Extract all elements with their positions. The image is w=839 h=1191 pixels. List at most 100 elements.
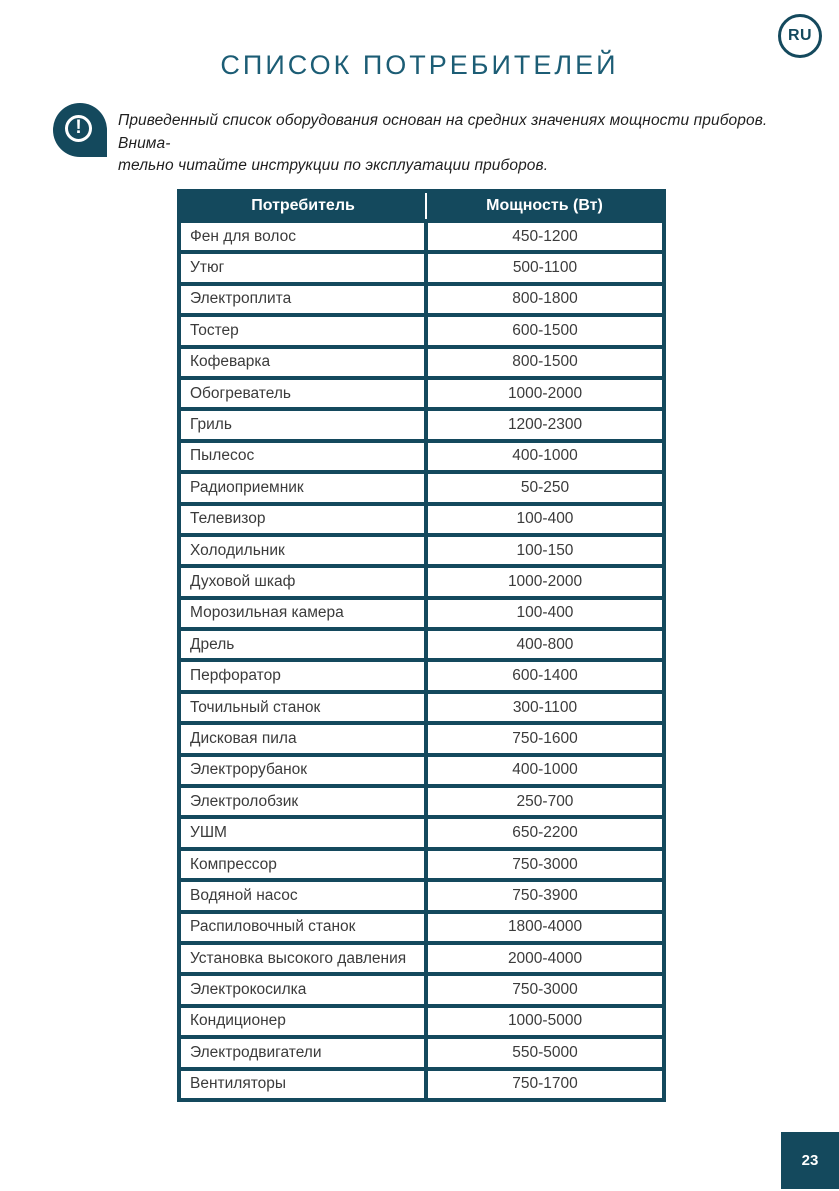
consumer-name: Обогреватель: [177, 375, 428, 412]
table-row: Кондиционер 1000-5000: [177, 1003, 666, 1040]
consumer-name: Дрель: [177, 627, 428, 663]
power-value: 100-400: [424, 501, 666, 537]
power-value: 750-1700: [424, 1066, 666, 1102]
consumer-name: Гриль: [177, 407, 428, 443]
consumer-name: Распиловочный станок: [177, 909, 428, 946]
consumer-name: Электроплита: [177, 281, 428, 318]
page-number: 23: [801, 1152, 819, 1169]
exclamation-balloon-inner: !: [53, 103, 107, 157]
table-row: Холодильник 100-150: [177, 532, 666, 569]
power-value: 400-800: [424, 627, 666, 663]
consumer-name: Дисковая пила: [177, 721, 428, 757]
table-row: Морозильная камера 100-400: [177, 595, 666, 632]
consumer-name: Точильный станок: [177, 689, 428, 726]
table-row: Утюг 500-1100: [177, 250, 666, 286]
power-value: 650-2200: [424, 815, 666, 851]
table-row: Электролобзик 250-700: [177, 784, 666, 820]
power-value: 450-1200: [424, 218, 666, 255]
consumer-name: Водяной насос: [177, 878, 428, 914]
table-row: Дрель 400-800: [177, 627, 666, 663]
consumer-name: Кондиционер: [177, 1003, 428, 1040]
consumer-name: УШМ: [177, 815, 428, 851]
power-value: 600-1400: [424, 658, 666, 694]
power-value: 750-3000: [424, 846, 666, 883]
table-row: Электрокосилка 750-3000: [177, 972, 666, 1008]
table-row: Духовой шкаф 1000-2000: [177, 564, 666, 600]
power-value: 50-250: [424, 470, 666, 506]
note-text: Приведенный список оборудования основан …: [118, 110, 824, 178]
power-value: 1000-2000: [424, 564, 666, 600]
power-value: 100-150: [424, 532, 666, 569]
consumer-name: Перфоратор: [177, 658, 428, 694]
power-value: 750-1600: [424, 721, 666, 757]
power-value: 400-1000: [424, 752, 666, 789]
language-badge-label: RU: [787, 27, 813, 44]
column-header-power: Мощность (Вт): [425, 189, 666, 223]
exclamation-ring-icon: !: [65, 115, 92, 142]
table-row: Вентиляторы 750-1700: [177, 1066, 666, 1102]
page-title: СПИСОК ПОТРЕБИТЕЛЕЙ: [220, 50, 619, 80]
consumer-name: Компрессор: [177, 846, 428, 883]
table-row: Пылесос 400-1000: [177, 438, 666, 475]
consumer-name: Вентиляторы: [177, 1066, 428, 1102]
table-row: Водяной насос 750-3900: [177, 878, 666, 914]
table-row: Обогреватель 1000-2000: [177, 375, 666, 412]
consumer-name: Кофеварка: [177, 344, 428, 380]
power-value: 400-1000: [424, 438, 666, 475]
table-row: Кофеварка 800-1500: [177, 344, 666, 380]
consumer-name: Электролобзик: [177, 784, 428, 820]
consumer-name: Электрокосилка: [177, 972, 428, 1008]
table-row: Распиловочный станок 1800-4000: [177, 909, 666, 946]
power-value: 1000-5000: [424, 1003, 666, 1040]
power-value: 800-1800: [424, 281, 666, 318]
power-value: 750-3000: [424, 972, 666, 1008]
consumer-name: Холодильник: [177, 532, 428, 569]
table-row: Электродвигатели 550-5000: [177, 1035, 666, 1071]
power-table-header: Потребитель Мощность (Вт): [177, 189, 666, 223]
consumer-name: Тостер: [177, 313, 428, 349]
power-value: 2000-4000: [424, 940, 666, 977]
table-row: Радиоприемник 50-250: [177, 470, 666, 506]
consumer-name: Электрорубанок: [177, 752, 428, 789]
power-value: 250-700: [424, 784, 666, 820]
power-value: 300-1100: [424, 689, 666, 726]
consumer-name: Радиоприемник: [177, 470, 428, 506]
table-row: Перфоратор 600-1400: [177, 658, 666, 694]
table-row: Установка высокого давления 2000-4000: [177, 940, 666, 977]
power-value: 600-1500: [424, 313, 666, 349]
consumer-name: Телевизор: [177, 501, 428, 537]
table-row: Гриль 1200-2300: [177, 407, 666, 443]
power-table: Потребитель Мощность (Вт) Фен для волос …: [177, 189, 666, 1102]
consumer-name: Пылесос: [177, 438, 428, 475]
table-row: УШМ 650-2200: [177, 815, 666, 851]
note-text-line-2: тельно читайте инструкции по эксплуатаци…: [118, 157, 549, 174]
power-value: 1000-2000: [424, 375, 666, 412]
language-badge: RU: [778, 14, 822, 58]
consumer-name: Установка высокого давления: [177, 940, 428, 977]
power-value: 1200-2300: [424, 407, 666, 443]
power-value: 1800-4000: [424, 909, 666, 946]
consumer-name: Утюг: [177, 250, 428, 286]
table-row: Электроплита 800-1800: [177, 281, 666, 318]
note-text-line-1: Приведенный список оборудования основан …: [118, 112, 768, 152]
consumer-name: Электродвигатели: [177, 1035, 428, 1071]
power-value: 550-5000: [424, 1035, 666, 1071]
table-row: Точильный станок 300-1100: [177, 689, 666, 726]
table-row: Компрессор 750-3000: [177, 846, 666, 883]
page-number-badge: 23: [781, 1132, 839, 1189]
power-table-body: Фен для волос 450-1200 Утюг 500-1100 Эле…: [177, 218, 666, 1102]
consumer-name: Духовой шкаф: [177, 564, 428, 600]
column-header-consumer: Потребитель: [177, 189, 427, 223]
table-row: Электрорубанок 400-1000: [177, 752, 666, 789]
header-row: Потребитель Мощность (Вт): [177, 189, 666, 223]
consumer-name: Морозильная камера: [177, 595, 428, 632]
power-value: 800-1500: [424, 344, 666, 380]
exclamation-balloon-icon: !: [53, 103, 107, 157]
table-row: Дисковая пила 750-1600: [177, 721, 666, 757]
consumer-name: Фен для волос: [177, 218, 428, 255]
power-value: 100-400: [424, 595, 666, 632]
table-row: Телевизор 100-400: [177, 501, 666, 537]
table-row: Фен для волос 450-1200: [177, 218, 666, 255]
table-row: Тостер 600-1500: [177, 313, 666, 349]
